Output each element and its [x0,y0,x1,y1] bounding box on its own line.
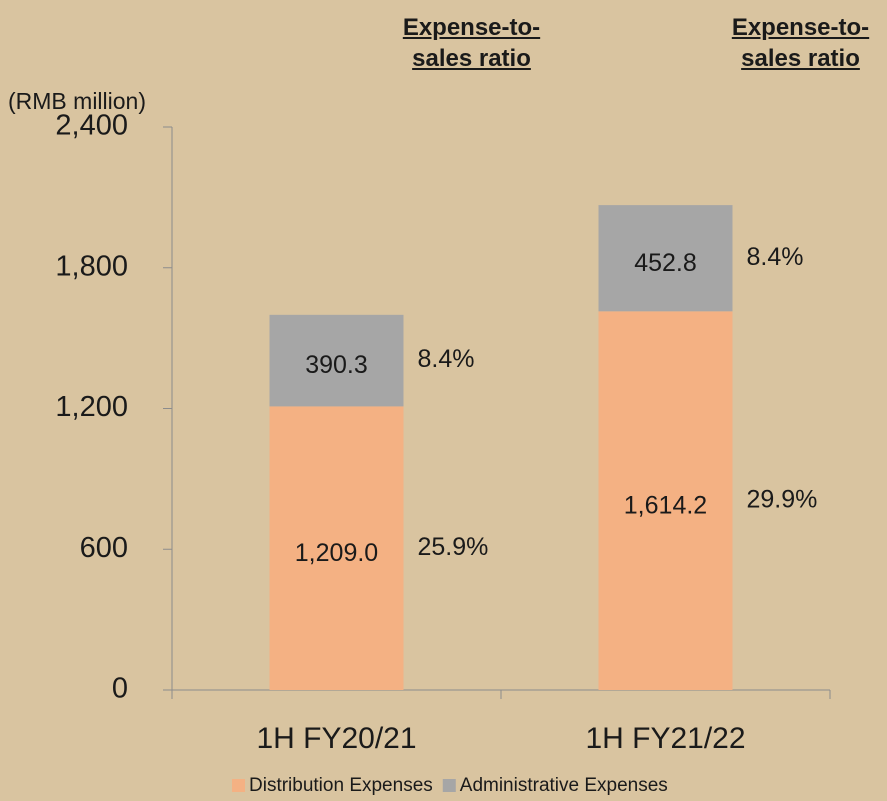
y-tick-label: 2,400 [55,110,128,142]
y-tick-label: 1,800 [55,250,128,282]
bar-segment [269,314,404,407]
value-label: 452.8 [634,249,697,277]
legend-label: Administrative Expenses [460,775,668,796]
ratio-header: Expense-to-sales ratio [731,14,870,72]
bar-segment [598,205,733,312]
legend-swatch [232,779,245,792]
ratio-header: Expense-to-sales ratio [402,14,541,72]
legend-label: Distribution Expenses [249,775,433,796]
y-tick-label: 1,200 [55,391,128,423]
x-tick-label: 1H FY20/21 [256,722,416,755]
ratio-label: 25.9% [418,533,489,561]
bar-segment [269,406,404,690]
ratio-label: 8.4% [747,243,804,271]
x-tick-label: 1H FY21/22 [585,722,745,755]
bar-segment [598,311,733,690]
y-tick-label: 0 [112,673,128,705]
value-label: 390.3 [305,351,368,379]
y-axis-label: (RMB million) [8,88,146,114]
ratio-label: 29.9% [747,485,818,513]
value-label: 1,614.2 [624,491,707,519]
value-label: 1,209.0 [295,539,378,567]
ratio-label: 8.4% [418,345,475,373]
y-tick-label: 600 [80,532,128,564]
legend-swatch [442,779,456,792]
